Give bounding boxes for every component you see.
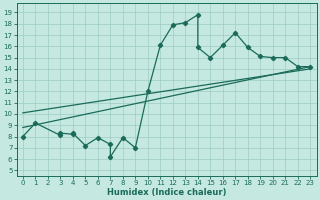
X-axis label: Humidex (Indice chaleur): Humidex (Indice chaleur) bbox=[107, 188, 226, 197]
